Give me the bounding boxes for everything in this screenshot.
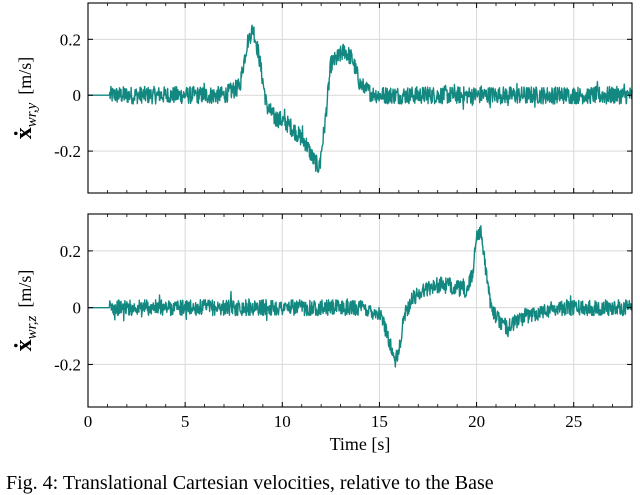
bottom-velocity-panel: 0 5 10 15 20 25 -0.2 0 0.2 ẋwr,z [m/s] Time [s] bbox=[11, 213, 633, 454]
x-tick-label: 5 bbox=[181, 412, 190, 431]
x-tick-label: 0 bbox=[84, 412, 93, 431]
y-tick-label: 0 bbox=[73, 299, 82, 318]
y-axis-unit: [m/s] bbox=[15, 57, 35, 95]
top-velocity-panel: -0.2 0 0.2 ẋwr,y [m/s] bbox=[11, 2, 633, 194]
y-tick-label: -0.2 bbox=[54, 355, 81, 374]
x-tick-label: 10 bbox=[274, 412, 291, 431]
y-axis-symbol: ẋ bbox=[11, 127, 37, 139]
y-axis-label: ẋwr,y [m/s] bbox=[11, 57, 40, 140]
x-tick-label: 15 bbox=[371, 412, 388, 431]
y-tick-label: -0.2 bbox=[54, 142, 81, 161]
x-axis-label: Time [s] bbox=[330, 434, 391, 454]
y-axis-symbol: ẋ bbox=[11, 339, 37, 351]
y-axis-unit: [m/s] bbox=[15, 270, 35, 308]
y-axis-subscript: wr,z bbox=[24, 315, 40, 339]
y-axis-label: ẋwr,z [m/s] bbox=[11, 270, 40, 352]
y-tick-label: 0 bbox=[73, 86, 82, 105]
y-axis-subscript: wr,y bbox=[24, 102, 40, 127]
x-tick-label: 25 bbox=[565, 412, 582, 431]
velocity-series-line bbox=[87, 225, 633, 368]
x-tick-label: 20 bbox=[468, 412, 485, 431]
velocity-series-line bbox=[87, 24, 633, 173]
y-tick-label: 0.2 bbox=[60, 242, 81, 261]
figure-caption: Fig. 4: Translational Cartesian velociti… bbox=[6, 472, 494, 494]
y-tick-label: 0.2 bbox=[60, 30, 81, 49]
